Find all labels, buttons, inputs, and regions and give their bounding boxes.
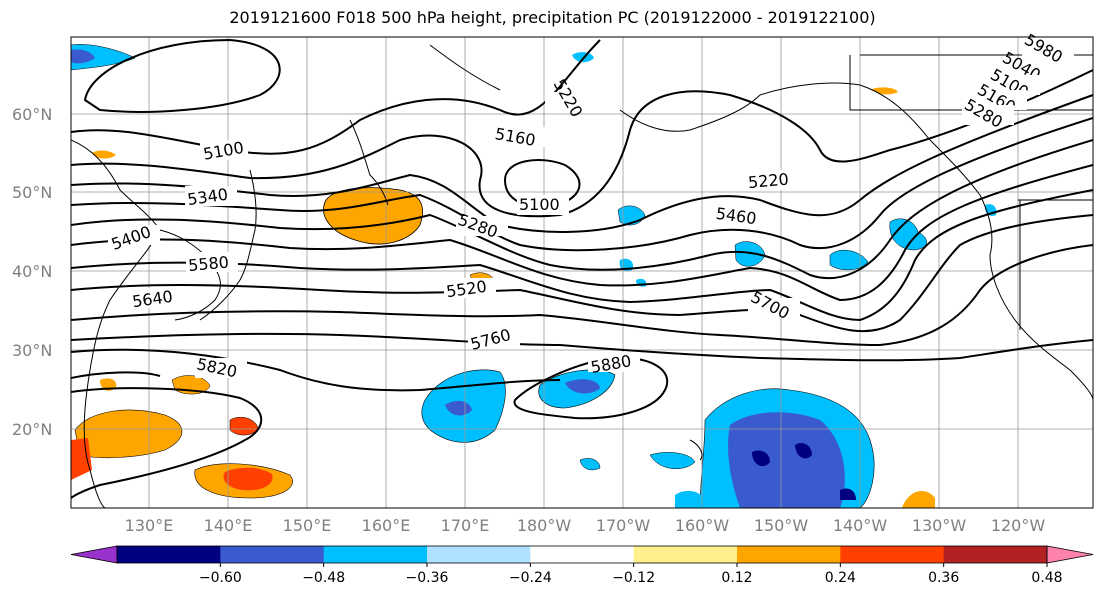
latitude-axis: 60°N 50°N 40°N 30°N 20°N bbox=[12, 105, 52, 439]
height-contours bbox=[71, 38, 1093, 499]
colorbar-outline bbox=[116, 545, 1048, 564]
contour-label: 5100 bbox=[519, 195, 560, 214]
lon-label: 150°E bbox=[283, 516, 332, 535]
colorbar-boxes bbox=[70, 545, 1094, 564]
colorbar-swatch bbox=[943, 546, 1048, 563]
colorbar-tick-label: −0.12 bbox=[612, 570, 655, 586]
contour-label: 5220 bbox=[747, 170, 789, 192]
lat-label: 40°N bbox=[12, 262, 52, 281]
colorbar-tick-label: −0.24 bbox=[509, 570, 552, 586]
lon-label: 170°E bbox=[441, 516, 490, 535]
colorbar: −0.60 −0.48 −0.36 −0.24 −0.12 0.12 0.24 0.36 0.4… bbox=[70, 545, 1094, 586]
colorbar-swatch bbox=[633, 546, 738, 563]
colorbar-swatch bbox=[840, 546, 945, 563]
lon-label: 160°W bbox=[675, 516, 730, 535]
lat-label: 30°N bbox=[12, 341, 52, 360]
lon-label: 130°E bbox=[125, 516, 174, 535]
lon-label: 170°W bbox=[596, 516, 651, 535]
lon-label: 120°W bbox=[991, 516, 1046, 535]
colorbar-swatch bbox=[737, 546, 841, 563]
colorbar-swatch bbox=[427, 546, 531, 563]
colorbar-swatch bbox=[530, 546, 635, 563]
colorbar-tick-label: −0.36 bbox=[406, 570, 449, 586]
lon-label: 180°W bbox=[517, 516, 572, 535]
colorbar-extend-low bbox=[70, 545, 118, 564]
colorbar-tick-label: 0.36 bbox=[928, 570, 959, 586]
contour-label: 5580 bbox=[187, 253, 229, 275]
lon-label: 130°W bbox=[912, 516, 967, 535]
lat-label: 50°N bbox=[12, 183, 52, 202]
colorbar-swatch bbox=[220, 546, 325, 563]
colorbar-swatch bbox=[117, 546, 221, 563]
colorbar-tick-label: 0.12 bbox=[721, 570, 752, 586]
lon-label: 140°W bbox=[833, 516, 888, 535]
map-title: 2019121600 F018 500 hPa height, precipit… bbox=[229, 8, 876, 27]
lon-label: 140°E bbox=[204, 516, 253, 535]
precip-negative-areas bbox=[71, 44, 997, 508]
lat-label: 20°N bbox=[12, 420, 52, 439]
colorbar-tick-label: −0.48 bbox=[302, 570, 345, 586]
colorbar-swatch bbox=[323, 546, 428, 563]
lon-label: 150°W bbox=[754, 516, 809, 535]
lat-label: 60°N bbox=[12, 105, 52, 124]
coastlines bbox=[71, 44, 1093, 508]
colorbar-tick-label: 0.24 bbox=[825, 570, 856, 586]
colorbar-extend-high bbox=[1046, 545, 1094, 564]
colorbar-ticks: −0.60 −0.48 −0.36 −0.24 −0.12 0.12 0.24 0.36 0.4… bbox=[199, 563, 1063, 586]
colorbar-tick-label: −0.60 bbox=[199, 570, 242, 586]
colorbar-tick-label: 0.48 bbox=[1031, 570, 1062, 586]
lon-label: 160°E bbox=[362, 516, 411, 535]
longitude-axis: 130°E 140°E 150°E 160°E 170°E 180°W 170°… bbox=[125, 516, 1046, 535]
